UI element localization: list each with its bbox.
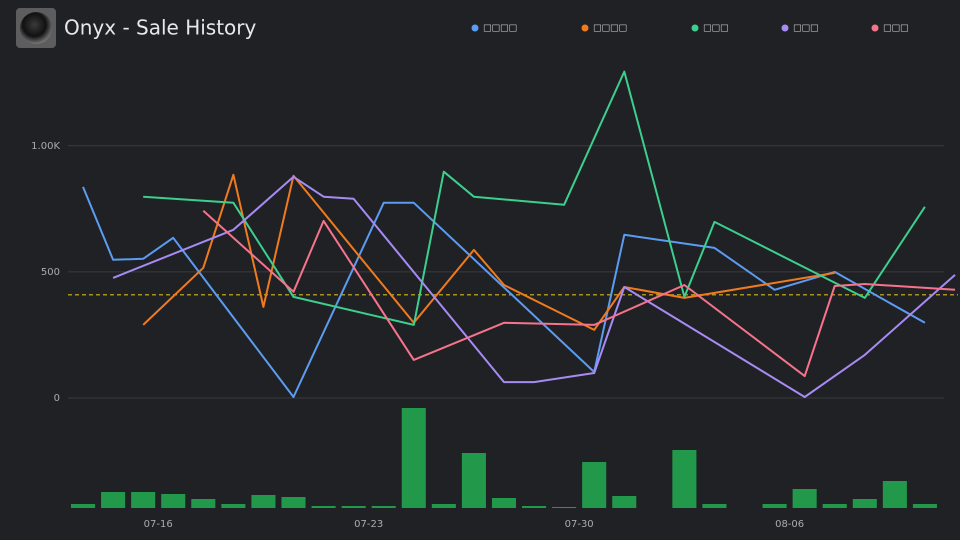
legend-marker bbox=[471, 24, 479, 32]
legend-label: □□□ bbox=[793, 24, 819, 34]
series-line bbox=[82, 186, 926, 398]
volume-bar bbox=[912, 504, 937, 508]
volume-bar bbox=[672, 450, 697, 508]
volume-bar bbox=[131, 492, 156, 508]
y-tick-label: 1.00K bbox=[31, 141, 60, 152]
volume-bar bbox=[491, 498, 517, 508]
series-line bbox=[143, 70, 926, 326]
legend-marker bbox=[691, 24, 699, 32]
volume-bar bbox=[612, 496, 637, 508]
volume-bar bbox=[822, 504, 847, 508]
volume-bar bbox=[461, 453, 486, 508]
volume-bar bbox=[431, 504, 456, 508]
legend-label: □□□ bbox=[703, 24, 729, 34]
volume-bar bbox=[792, 489, 817, 508]
legend-label: □□□ bbox=[883, 24, 909, 34]
volume-bar bbox=[311, 506, 336, 508]
volume-bar bbox=[552, 507, 577, 508]
volume-bar bbox=[281, 497, 306, 508]
volume-bar bbox=[882, 481, 907, 508]
volume-bar bbox=[852, 499, 877, 508]
volume-bar bbox=[221, 504, 246, 508]
x-tick-label: 07-23 bbox=[354, 519, 383, 530]
legend-label: □□□□ bbox=[593, 24, 627, 34]
x-tick-label: 07-30 bbox=[565, 519, 594, 530]
x-tick-label: 07-16 bbox=[144, 519, 173, 530]
volume-bar bbox=[251, 495, 276, 508]
volume-bar bbox=[401, 408, 426, 508]
volume-bar bbox=[371, 506, 396, 508]
volume-bar bbox=[341, 506, 366, 508]
volume-bar bbox=[191, 499, 216, 508]
series-line bbox=[202, 210, 956, 378]
item-icon-gem bbox=[20, 12, 52, 44]
volume-bar bbox=[702, 504, 727, 508]
legend-marker bbox=[871, 24, 879, 32]
volume-bar bbox=[101, 492, 126, 508]
series-line bbox=[112, 175, 956, 398]
y-tick-label: 500 bbox=[41, 267, 60, 278]
legend-marker bbox=[781, 24, 789, 32]
x-tick-label: 08-06 bbox=[775, 519, 804, 530]
chart-title: Onyx - Sale History bbox=[64, 16, 257, 40]
legend-marker bbox=[581, 24, 589, 32]
volume-bar bbox=[161, 494, 186, 508]
volume-bar bbox=[522, 506, 547, 508]
volume-bar bbox=[762, 504, 787, 508]
series-line bbox=[142, 173, 835, 331]
volume-bar bbox=[71, 504, 96, 508]
volume-bar bbox=[582, 462, 607, 508]
y-tick-label: 0 bbox=[54, 393, 60, 404]
legend-label: □□□□ bbox=[483, 24, 517, 34]
